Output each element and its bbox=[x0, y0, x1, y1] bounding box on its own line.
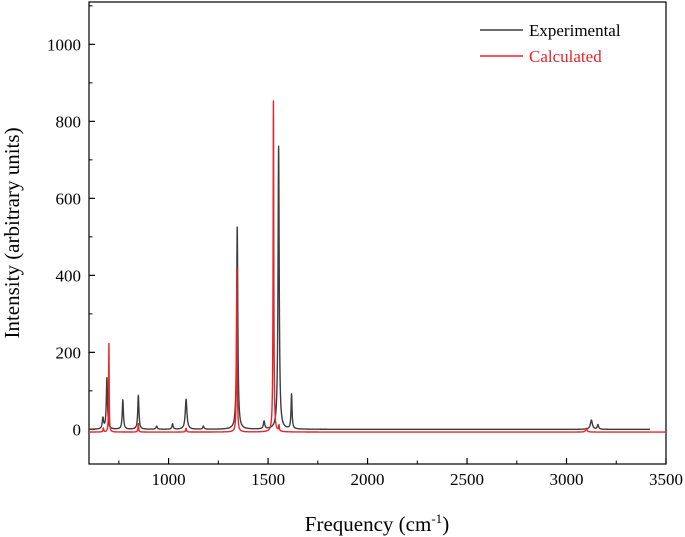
legend: Experimental Calculated bbox=[480, 21, 621, 66]
x-axis: 1000 1500 2000 2500 3000 3500 bbox=[118, 458, 683, 489]
x-axis-label-main: Frequency (cm bbox=[305, 512, 432, 536]
y-tick-label: 200 bbox=[56, 343, 82, 362]
y-axis: 0 200 400 600 800 1000 bbox=[47, 5, 95, 439]
legend-label-experimental: Experimental bbox=[529, 21, 621, 40]
series-line-calculated bbox=[88, 100, 667, 433]
x-tick-label: 3000 bbox=[550, 470, 584, 489]
x-axis-label: Frequency (cm-1) bbox=[305, 511, 449, 536]
y-axis-label: Intensity (arbitrary units) bbox=[0, 127, 24, 338]
x-axis-label-superscript: -1 bbox=[431, 511, 442, 526]
x-tick-label: 3500 bbox=[649, 470, 683, 489]
series-layer bbox=[88, 100, 667, 433]
x-tick-label: 2500 bbox=[450, 470, 484, 489]
x-tick-label: 2000 bbox=[351, 470, 385, 489]
x-tick-label: 1000 bbox=[152, 470, 186, 489]
x-axis-label-close: ) bbox=[442, 512, 449, 536]
y-tick-label: 800 bbox=[56, 112, 82, 131]
x-tick-label: 1500 bbox=[251, 470, 285, 489]
legend-label-calculated: Calculated bbox=[529, 47, 602, 66]
plot-frame bbox=[88, 1, 667, 465]
y-tick-label: 1000 bbox=[47, 35, 81, 54]
series-line-experimental bbox=[88, 145, 651, 431]
y-tick-label: 600 bbox=[56, 189, 82, 208]
y-tick-label: 0 bbox=[73, 420, 82, 439]
y-tick-label: 400 bbox=[56, 266, 82, 285]
